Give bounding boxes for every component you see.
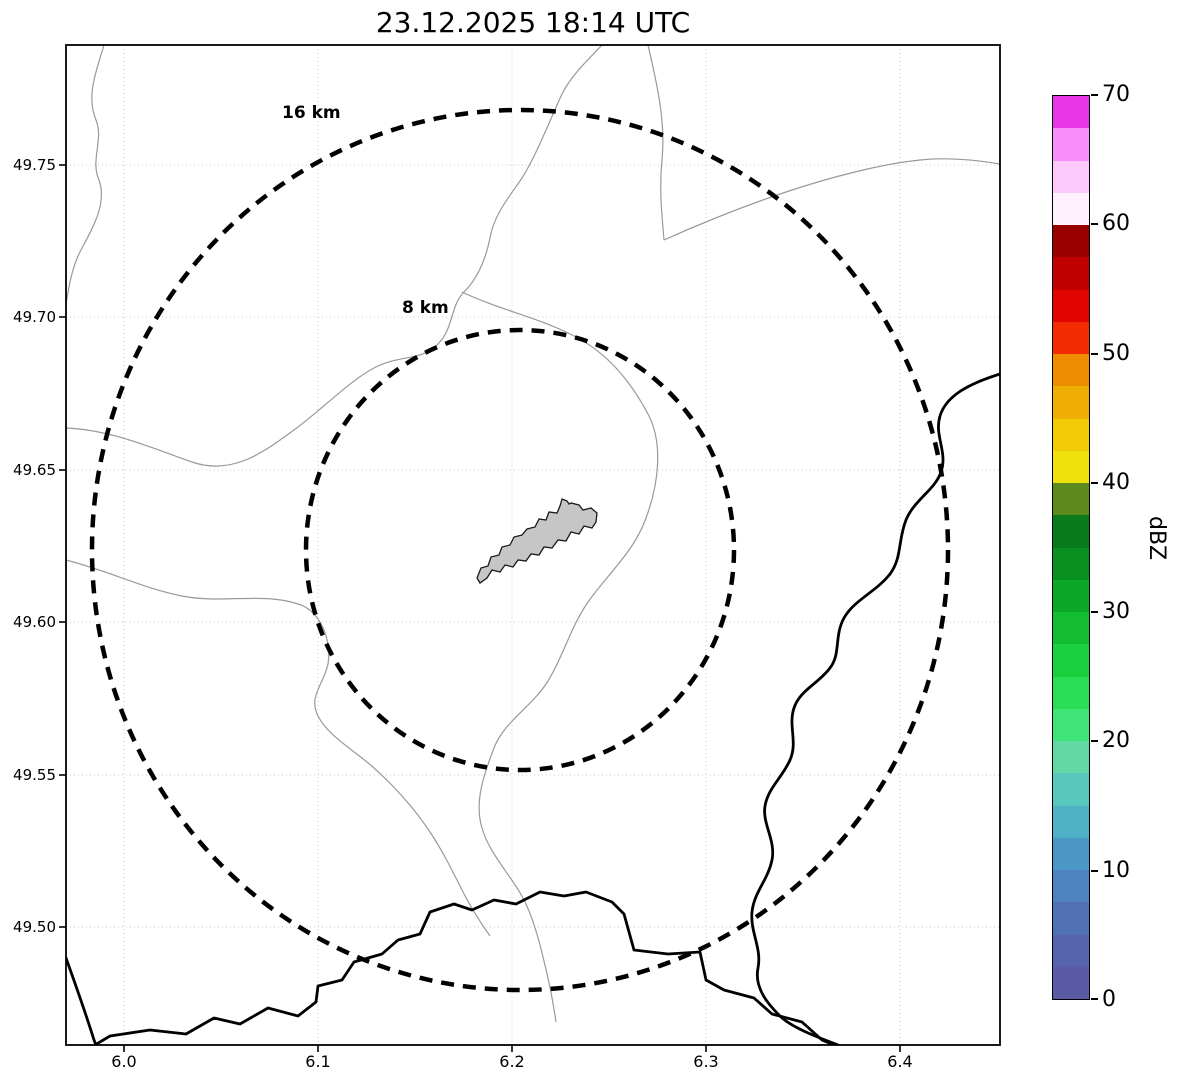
range-ring-label-16km: 16 km bbox=[282, 103, 341, 123]
y-tick-label: 49.75 bbox=[13, 156, 56, 174]
colorbar-tick-label: 20 bbox=[1102, 728, 1130, 753]
colorbar-tick bbox=[1091, 94, 1098, 96]
x-tick-label: 6.0 bbox=[111, 1052, 137, 1071]
colorbar-tick-label: 10 bbox=[1102, 858, 1130, 883]
colorbar-segment bbox=[1053, 870, 1089, 903]
colorbar-segment bbox=[1053, 676, 1089, 709]
colorbar-segment bbox=[1053, 160, 1089, 193]
colorbar-segment bbox=[1053, 321, 1089, 354]
range-ring-16km bbox=[89, 107, 951, 993]
colorbar-segment bbox=[1053, 547, 1089, 580]
southern-border-line bbox=[93, 890, 836, 1045]
colorbar-segment bbox=[1053, 418, 1089, 451]
colorbar-tick-label: 50 bbox=[1102, 341, 1130, 366]
river-line bbox=[750, 372, 1000, 1045]
colorbar-tick-label: 60 bbox=[1102, 211, 1130, 236]
colorbar-segment bbox=[1053, 289, 1089, 322]
y-tick-label: 49.50 bbox=[13, 918, 56, 936]
colorbar-segment bbox=[1053, 225, 1089, 258]
southwest-border-line bbox=[66, 956, 98, 1045]
colorbar-segment bbox=[1053, 515, 1089, 548]
x-tick-label: 6.1 bbox=[305, 1052, 331, 1071]
colorbar-tick bbox=[1091, 482, 1098, 484]
colorbar-tick bbox=[1091, 998, 1098, 1000]
colorbar-segment bbox=[1053, 708, 1089, 741]
y-tick-label: 49.60 bbox=[13, 613, 56, 631]
x-tick-label: 6.4 bbox=[887, 1052, 913, 1071]
colorbar-segment bbox=[1053, 934, 1089, 967]
colorbar-segment bbox=[1053, 773, 1089, 806]
colorbar-segment bbox=[1053, 612, 1089, 645]
x-tick-label: 6.2 bbox=[499, 1052, 525, 1071]
range-ring-label-8km: 8 km bbox=[402, 298, 449, 318]
y-tick-label: 49.70 bbox=[13, 308, 56, 326]
colorbar-segment bbox=[1053, 644, 1089, 677]
colorbar-tick-label: 30 bbox=[1102, 599, 1130, 624]
colorbar-segment bbox=[1053, 192, 1089, 225]
colorbar-title: dBZ bbox=[1144, 516, 1169, 561]
colorbar-segment bbox=[1053, 386, 1089, 419]
colorbar-tick bbox=[1091, 611, 1098, 613]
range-ring-8km bbox=[303, 327, 737, 773]
colorbar-segment bbox=[1053, 257, 1089, 290]
colorbar-tick-label: 70 bbox=[1102, 82, 1130, 107]
colorbar-segment bbox=[1053, 483, 1089, 516]
colorbar-segment bbox=[1053, 837, 1089, 870]
axis-ticks bbox=[59, 164, 901, 1052]
colorbar-segment bbox=[1053, 96, 1089, 129]
colorbar-tick-label: 0 bbox=[1102, 987, 1116, 1012]
x-tick-label: 6.3 bbox=[693, 1052, 719, 1071]
colorbar-segment bbox=[1053, 354, 1089, 387]
colorbar-segment bbox=[1053, 805, 1089, 838]
city-polygon bbox=[476, 498, 598, 584]
y-tick-label: 49.55 bbox=[13, 766, 56, 784]
colorbar-tick-label: 40 bbox=[1102, 470, 1130, 495]
colorbar-tick bbox=[1091, 223, 1098, 225]
colorbar-segment bbox=[1053, 128, 1089, 161]
colorbar-segment bbox=[1053, 902, 1089, 935]
colorbar-gradient bbox=[1052, 95, 1090, 1000]
plot-border bbox=[65, 44, 1001, 1046]
border-river-lines bbox=[66, 372, 1000, 1045]
admin-boundary-lines bbox=[66, 45, 1000, 1023]
colorbar-tick bbox=[1091, 353, 1098, 355]
colorbar-segment bbox=[1053, 450, 1089, 483]
figure-title: 23.12.2025 18:14 UTC bbox=[375, 6, 691, 39]
colorbar-tick bbox=[1091, 870, 1098, 872]
colorbar-tick bbox=[1091, 740, 1098, 742]
y-tick-label: 49.65 bbox=[13, 461, 56, 479]
colorbar-segment bbox=[1053, 579, 1089, 612]
colorbar-segment bbox=[1053, 966, 1089, 999]
colorbar-segment bbox=[1053, 741, 1089, 774]
